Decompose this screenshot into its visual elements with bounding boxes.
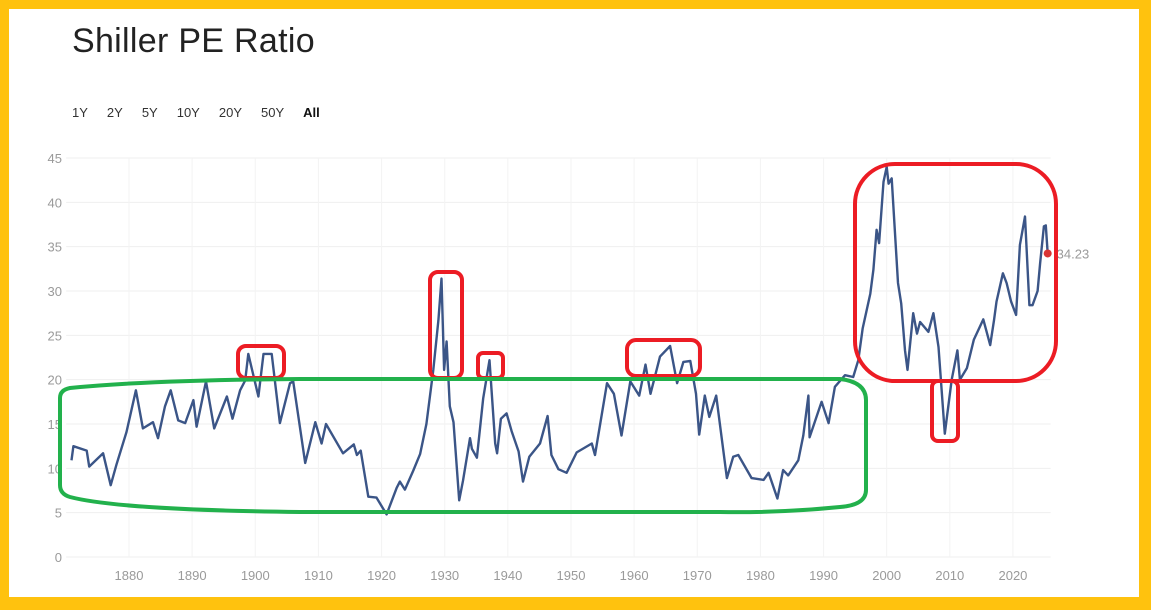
y-tick-label: 5 bbox=[55, 506, 62, 521]
range-all-button[interactable]: All bbox=[303, 105, 320, 120]
x-tick-label: 1930 bbox=[430, 568, 459, 583]
highlight-low-2009 bbox=[930, 379, 960, 443]
highlight-high-2000s bbox=[853, 162, 1058, 383]
x-tick-label: 1910 bbox=[304, 568, 333, 583]
x-tick-label: 1960 bbox=[620, 568, 649, 583]
page-title: Shiller PE Ratio bbox=[72, 22, 315, 60]
x-tick-label: 1900 bbox=[241, 568, 270, 583]
highlight-high-1965 bbox=[625, 338, 702, 378]
y-tick-label: 40 bbox=[48, 195, 62, 210]
last-value-label: 34.23 bbox=[1057, 246, 1090, 261]
x-tick-label: 1940 bbox=[493, 568, 522, 583]
y-tick-label: 0 bbox=[55, 550, 62, 565]
y-tick-label: 45 bbox=[48, 151, 62, 166]
highlight-normal-range bbox=[58, 377, 868, 515]
x-tick-label: 1920 bbox=[367, 568, 396, 583]
range-50y-button[interactable]: 50Y bbox=[261, 105, 285, 120]
x-tick-label: 2020 bbox=[998, 568, 1027, 583]
y-tick-label: 20 bbox=[48, 373, 62, 388]
grid bbox=[66, 157, 1051, 558]
range-1y-button[interactable]: 1Y bbox=[72, 105, 88, 120]
range-2y-button[interactable]: 2Y bbox=[106, 105, 123, 120]
y-tick-label: 30 bbox=[48, 284, 62, 299]
chart-card bbox=[9, 9, 1139, 597]
x-axis-ticks: 1880 1890 1900 1910 1920 1930 1940 1950 1960 1970… bbox=[115, 568, 1028, 583]
x-tick-label: 1880 bbox=[115, 568, 144, 583]
x-tick-label: 2000 bbox=[872, 568, 901, 583]
x-tick-label: 1890 bbox=[178, 568, 207, 583]
x-tick-label: 2010 bbox=[935, 568, 964, 583]
x-tick-label: 1970 bbox=[683, 568, 712, 583]
last-value-marker bbox=[1043, 249, 1052, 258]
range-20y-button[interactable]: 20Y bbox=[218, 105, 242, 120]
y-tick-label: 35 bbox=[48, 240, 62, 255]
range-5y-button[interactable]: 5Y bbox=[141, 105, 158, 120]
x-tick-label: 1990 bbox=[809, 568, 838, 583]
y-tick-label: 25 bbox=[48, 328, 62, 343]
x-tick-label: 1950 bbox=[557, 568, 586, 583]
pe-ratio-line bbox=[70, 165, 1049, 516]
range-selector: 1Y 2Y 5Y 10Y 20Y 50Y All bbox=[72, 105, 339, 120]
range-10y-button[interactable]: 10Y bbox=[176, 105, 200, 120]
annotations bbox=[58, 162, 1058, 515]
x-tick-label: 1980 bbox=[746, 568, 775, 583]
